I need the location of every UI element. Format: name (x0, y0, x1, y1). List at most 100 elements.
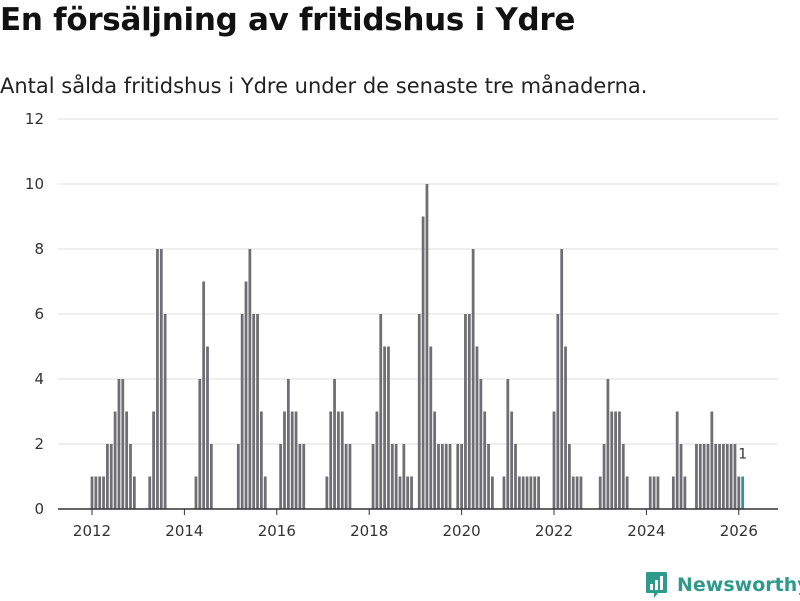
bar (502, 476, 506, 509)
bar (337, 411, 340, 509)
bar (236, 444, 240, 509)
chart-title: En försäljning av fritidshus i Ydre (0, 2, 576, 38)
y-axis: 0 2 4 6 8 10 12 (25, 110, 44, 518)
bar (467, 314, 471, 509)
bar (429, 346, 433, 509)
bar (440, 444, 444, 509)
x-tick-label: 2022 (535, 522, 573, 540)
bar (448, 444, 452, 509)
bar (148, 476, 152, 509)
bar (156, 249, 159, 509)
bar (598, 476, 602, 509)
bar (102, 476, 105, 509)
data-labels: 1 (738, 447, 747, 463)
bar (491, 476, 494, 509)
bar (610, 411, 614, 509)
bar (132, 476, 136, 509)
brand-logo: Newsworthy (645, 569, 800, 601)
bar (606, 379, 610, 509)
y-tick-label: 4 (34, 370, 44, 388)
bar (487, 444, 490, 509)
bar (410, 476, 413, 509)
bar (198, 379, 202, 509)
bar (421, 216, 425, 509)
bar (252, 314, 256, 509)
bar (129, 444, 132, 509)
bar (464, 314, 467, 509)
bar (444, 444, 448, 509)
bars (90, 184, 745, 509)
bar (702, 444, 706, 509)
bar (729, 444, 733, 509)
bar (714, 444, 718, 509)
bar (614, 411, 617, 509)
bar (294, 411, 298, 509)
bar (556, 314, 560, 509)
bar (244, 281, 248, 509)
y-tick-label: 10 (25, 175, 44, 193)
latest-value-label: 1 (738, 447, 747, 463)
bar (344, 444, 348, 509)
bar (125, 411, 129, 509)
bar (517, 476, 521, 509)
x-tick-label: 2026 (720, 522, 758, 540)
bar (260, 411, 263, 509)
bar (248, 249, 252, 509)
bar (406, 476, 410, 509)
bar (375, 411, 379, 509)
bar (533, 476, 537, 509)
y-tick-label: 0 (34, 500, 44, 518)
bar (417, 314, 421, 509)
bar (575, 476, 579, 509)
bar (710, 411, 714, 509)
bar (202, 281, 206, 509)
bar (625, 476, 629, 509)
newsworthy-logo-icon (646, 572, 667, 598)
bar-latest (741, 476, 745, 509)
bar (90, 476, 94, 509)
bar (571, 476, 575, 509)
bar (387, 346, 390, 509)
bar (121, 379, 125, 509)
x-tick-label: 2012 (73, 522, 111, 540)
bar (348, 444, 352, 509)
bar (379, 314, 383, 509)
bar (560, 249, 564, 509)
bar (621, 444, 625, 509)
y-tick-label: 6 (34, 305, 44, 323)
chart-subtitle: Antal sålda fritidshus i Ydre under de s… (0, 74, 648, 98)
x-tick-label: 2018 (350, 522, 388, 540)
bar (675, 411, 679, 509)
bar (521, 476, 525, 509)
bar (298, 444, 302, 509)
y-tick-label: 8 (34, 240, 44, 258)
bar (568, 444, 571, 509)
bar (706, 444, 710, 509)
bar (460, 444, 463, 509)
bar (106, 444, 109, 509)
bar (475, 346, 479, 509)
bar (329, 411, 333, 509)
bar (383, 346, 386, 509)
bar (698, 444, 702, 509)
bar (94, 476, 98, 509)
x-axis: 2012 2014 2016 2018 2020 2022 2024 2026 (58, 508, 778, 540)
x-tick-label: 2016 (258, 522, 296, 540)
bar (340, 411, 344, 509)
brand-name: Newsworthy (677, 574, 800, 596)
bar (398, 476, 402, 509)
bar (456, 444, 460, 509)
bar (152, 411, 155, 509)
bar (564, 346, 567, 509)
bar (479, 379, 483, 509)
bar (725, 444, 729, 509)
bar (402, 444, 406, 509)
x-tick-label: 2020 (443, 522, 481, 540)
bar (117, 379, 121, 509)
x-tick-label: 2024 (627, 522, 665, 540)
bar (325, 476, 329, 509)
bar (733, 444, 737, 509)
bar (679, 444, 683, 509)
bar (286, 379, 290, 509)
bar (371, 444, 375, 509)
